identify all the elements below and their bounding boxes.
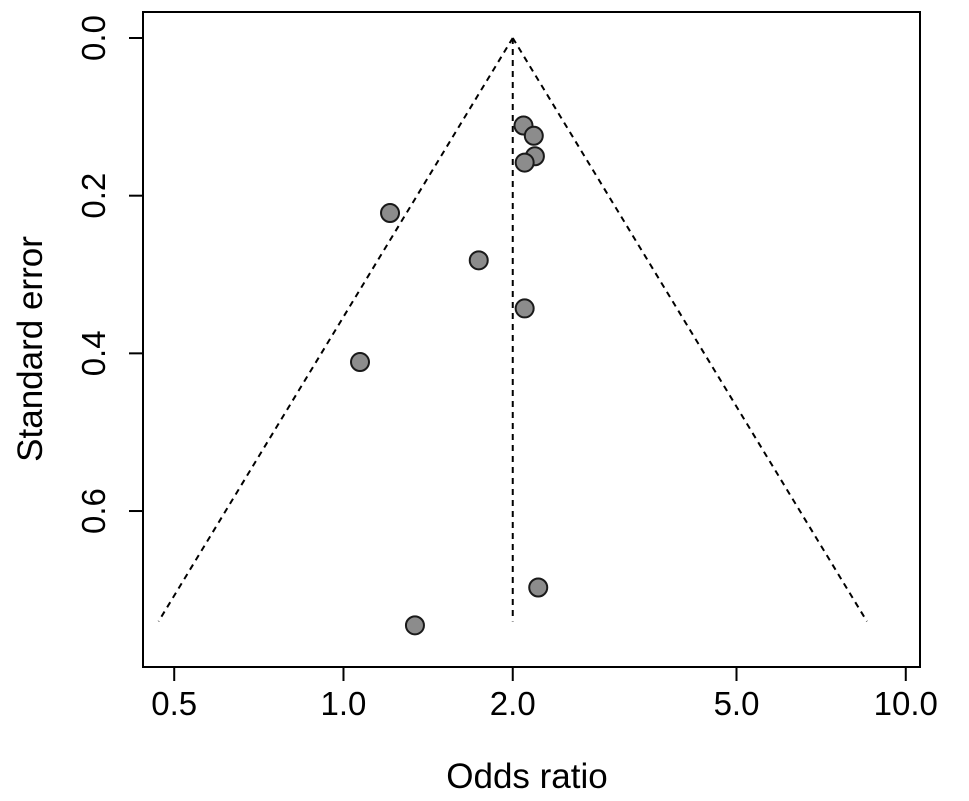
data-point (468, 250, 489, 271)
funnel-lines (157, 37, 868, 622)
x-tick-label: 5.0 (714, 685, 760, 722)
funnel-left-line (157, 37, 514, 622)
y-tick-label: 0.2 (75, 173, 112, 219)
plot-frame (142, 11, 921, 668)
y-tick-label: 0.4 (75, 330, 112, 376)
data-point (514, 298, 535, 319)
x-axis: 0.5 1.0 2.0 5.0 10.0 (151, 667, 938, 722)
data-point (523, 125, 544, 146)
points-layer (350, 115, 549, 636)
x-tick-label: 2.0 (490, 685, 536, 722)
data-point (350, 352, 371, 373)
data-point (514, 152, 535, 173)
data-point (380, 203, 401, 224)
x-tick-label: 10.0 (874, 685, 938, 722)
x-axis-label: Odds ratio (446, 757, 607, 796)
x-tick-label: 0.5 (151, 685, 197, 722)
y-axis-label: Standard error (11, 236, 50, 462)
data-point (404, 615, 425, 636)
data-point (528, 577, 549, 598)
x-tick-label: 1.0 (321, 685, 367, 722)
y-tick-label: 0.6 (75, 488, 112, 534)
y-axis: 0.0 0.2 0.4 0.6 (75, 15, 143, 534)
funnel-right-line (511, 37, 868, 622)
y-tick-label: 0.0 (75, 15, 112, 61)
